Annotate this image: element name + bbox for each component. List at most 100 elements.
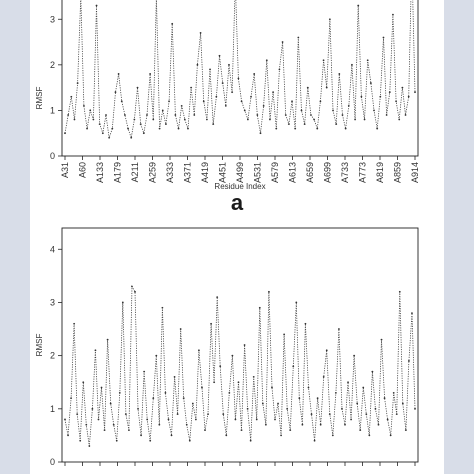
data-point — [255, 418, 258, 421]
data-point — [164, 391, 167, 394]
data-point — [231, 91, 234, 94]
data-point — [105, 114, 107, 116]
x-tick-label: A259 — [148, 162, 158, 183]
data-point — [344, 127, 347, 130]
data-point — [155, 354, 158, 357]
x-tick-label: A613 — [288, 162, 298, 183]
data-point — [388, 91, 391, 94]
data-point — [183, 118, 186, 121]
data-point — [91, 407, 94, 410]
y-tick-label: 2 — [50, 351, 55, 361]
x-tick-label: A579 — [270, 162, 280, 183]
data-point — [284, 114, 287, 116]
data-point — [204, 429, 206, 431]
data-point — [275, 127, 278, 130]
data-point — [389, 434, 392, 437]
data-point — [146, 114, 148, 116]
data-point — [249, 439, 252, 442]
data-point — [67, 114, 70, 116]
data-point — [398, 290, 401, 293]
data-point — [328, 18, 331, 21]
data-point — [376, 127, 379, 130]
data-point — [383, 397, 386, 400]
data-point — [373, 109, 375, 112]
data-point — [395, 100, 397, 103]
chart-2: 0 1 2 3 4 RMSF — [35, 227, 419, 467]
data-point — [73, 118, 76, 121]
data-point — [210, 322, 212, 325]
data-point — [332, 109, 334, 112]
y-tick-label: 0 — [50, 457, 55, 467]
x-tick-label: A659 — [305, 162, 315, 183]
data-point — [224, 104, 227, 107]
data-point — [207, 413, 209, 416]
data-point — [366, 59, 369, 62]
y-tick-label: 0 — [50, 151, 55, 161]
data-point — [158, 127, 161, 130]
data-point — [170, 434, 173, 437]
x-tick-label: A499 — [235, 162, 245, 183]
plot-frame — [61, 0, 419, 157]
data-point — [277, 402, 279, 405]
data-point — [250, 95, 252, 98]
data-point — [322, 59, 325, 62]
data-point — [94, 349, 97, 352]
data-point — [213, 381, 216, 384]
x-tick-label: A371 — [183, 162, 193, 183]
data-point — [101, 132, 104, 135]
data-point — [112, 423, 115, 426]
x-tick-label: A133 — [95, 162, 105, 183]
data-point — [344, 423, 346, 426]
data-point — [182, 397, 185, 400]
data-point — [89, 109, 92, 112]
data-point — [115, 439, 118, 442]
data-point — [179, 328, 182, 330]
data-point — [180, 104, 183, 107]
data-point — [341, 407, 343, 410]
data-point — [114, 91, 117, 94]
data-point — [338, 328, 340, 330]
data-point — [167, 418, 170, 421]
data-point — [201, 386, 203, 389]
data-point — [237, 381, 240, 384]
data-point — [128, 429, 130, 431]
data-point — [353, 354, 356, 357]
data-point — [176, 413, 179, 416]
data-point — [246, 407, 249, 410]
data-point — [83, 104, 85, 107]
data-point — [322, 376, 325, 378]
data-point — [73, 322, 76, 325]
y-tick-label: 4 — [50, 244, 55, 254]
data-point — [188, 439, 191, 442]
data-point — [252, 376, 255, 378]
data-point — [356, 402, 359, 405]
data-point — [286, 407, 289, 410]
data-point — [331, 434, 334, 437]
data-point — [231, 354, 234, 357]
data-point — [307, 386, 310, 389]
x-tick-label: A211 — [130, 162, 140, 182]
data-point — [194, 418, 197, 421]
data-point — [359, 429, 362, 431]
data-point — [98, 123, 101, 125]
data-point — [127, 127, 129, 130]
data-point — [196, 63, 199, 66]
data-point — [240, 100, 243, 103]
data-point — [133, 118, 136, 121]
data-point — [371, 370, 374, 373]
data-point — [265, 59, 268, 62]
data-point — [106, 338, 109, 341]
y-axis-label: RMSF — [35, 334, 44, 357]
data-point — [354, 118, 356, 121]
data-point — [149, 439, 152, 442]
data-point — [205, 118, 208, 121]
data-point — [335, 123, 338, 125]
y-tick-label: 1 — [50, 404, 55, 414]
data-point — [365, 413, 368, 416]
data-point — [187, 127, 189, 130]
x-tick-label: A914 — [410, 162, 420, 183]
data-point — [152, 118, 155, 121]
data-point — [411, 312, 413, 314]
data-point — [121, 301, 124, 304]
